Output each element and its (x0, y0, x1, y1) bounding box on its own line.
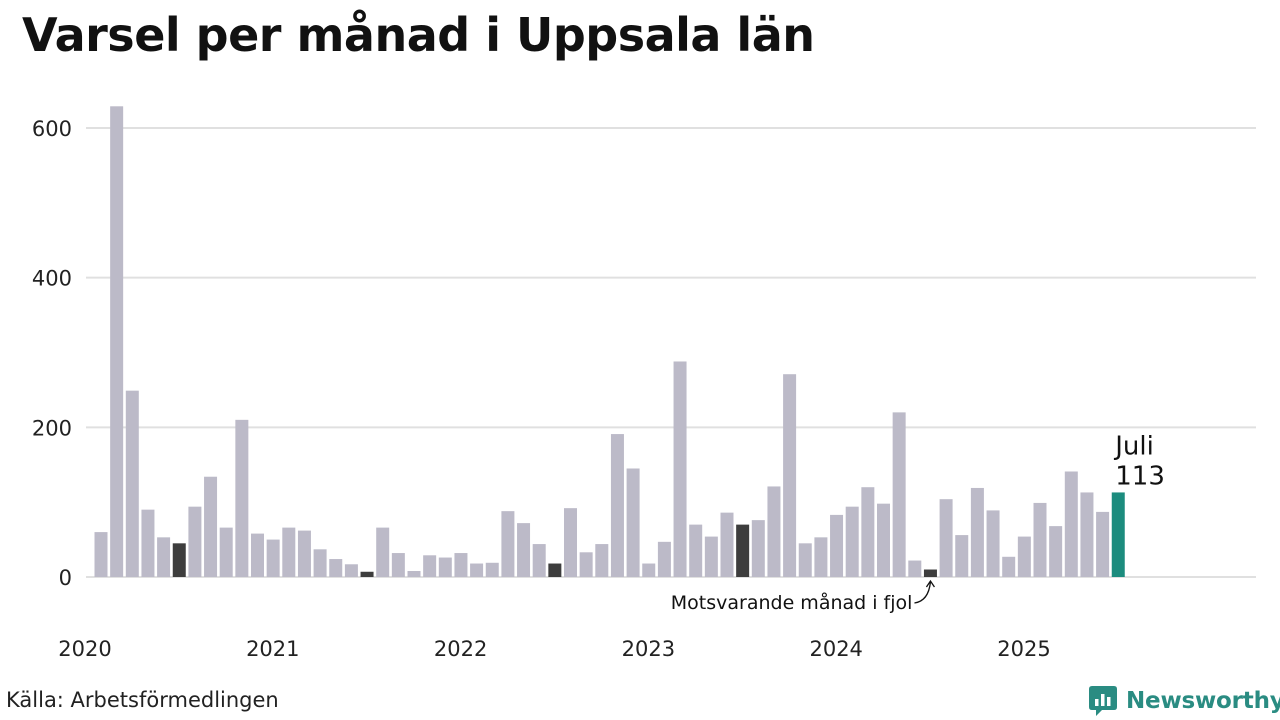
current-month-label: Juli (1113, 431, 1154, 461)
bar (1033, 502, 1047, 577)
x-tick-label: 2022 (434, 637, 487, 661)
current-value-label: 113 (1115, 461, 1165, 491)
bar (751, 520, 765, 577)
bar (798, 543, 812, 577)
bar (861, 487, 875, 577)
bar (767, 486, 781, 577)
bar (1064, 471, 1078, 578)
bar (501, 511, 515, 577)
bar-chart: 0 200 400 600 2020 2021 2022 2023 2024 2025 Juli… (32, 106, 1256, 661)
bar (704, 536, 718, 577)
bar (235, 419, 249, 577)
bar (908, 560, 922, 577)
bar (673, 361, 687, 577)
newsworthy-logo-icon (1089, 686, 1117, 716)
bar-previous-year (736, 524, 750, 577)
bars (94, 106, 1125, 578)
bar (1049, 526, 1063, 577)
bar-previous-year (923, 569, 937, 577)
bar (266, 539, 280, 577)
bar (564, 508, 577, 577)
x-tick-label: 2021 (246, 637, 299, 661)
bar (157, 537, 171, 577)
bar (642, 563, 656, 577)
bar (219, 527, 233, 577)
bar (251, 533, 264, 577)
bar (689, 524, 703, 577)
bar (376, 527, 390, 577)
bar (454, 553, 468, 577)
bar (297, 530, 311, 577)
bar (720, 512, 734, 577)
bar (391, 553, 405, 577)
bar (423, 555, 437, 577)
bar (579, 552, 593, 577)
previous-year-note: Motsvarande månad i fjol (671, 591, 913, 614)
bar (329, 559, 343, 577)
bar (517, 523, 531, 577)
y-tick-label: 0 (59, 566, 72, 590)
bar (626, 468, 640, 577)
bar (407, 571, 421, 577)
previous-year-arrowhead (925, 579, 935, 588)
x-tick-label: 2023 (622, 637, 675, 661)
x-tick-label: 2025 (997, 637, 1050, 661)
brand-name: Newsworthy (1126, 688, 1280, 714)
y-tick-label: 400 (32, 267, 72, 291)
bar (141, 509, 155, 577)
bar-previous-year (548, 563, 562, 577)
bar (1017, 536, 1031, 577)
bar (1002, 556, 1016, 577)
x-axis-ticks: 2020 2021 2022 2023 2024 2025 (58, 637, 1050, 661)
bar (188, 506, 202, 577)
bar (1096, 511, 1110, 577)
previous-year-arrow (914, 581, 932, 604)
bar (125, 390, 139, 577)
bar (485, 562, 499, 577)
bar (1080, 492, 1094, 577)
bar (110, 106, 124, 578)
bar (94, 532, 108, 577)
source-note: Källa: Arbetsförmedlingen (6, 688, 279, 712)
bar (204, 476, 218, 577)
bar-previous-year (172, 543, 186, 577)
chart-title: Varsel per månad i Uppsala län (22, 8, 815, 62)
bar (532, 544, 546, 577)
bar (814, 537, 828, 577)
bar (783, 374, 797, 577)
bar (595, 544, 609, 577)
bar (845, 506, 859, 577)
x-tick-label: 2020 (58, 637, 111, 661)
bar (970, 487, 984, 577)
bar-current-month (1111, 492, 1125, 577)
bar (657, 541, 671, 577)
y-tick-label: 200 (32, 416, 72, 440)
bar (830, 514, 844, 577)
bar (470, 563, 484, 577)
x-tick-label: 2024 (809, 637, 862, 661)
bar (986, 510, 1000, 577)
bar (877, 503, 890, 577)
y-axis-ticks: 0 200 400 600 (32, 117, 72, 590)
bar (610, 434, 624, 577)
newsworthy-logo: Newsworthy (1088, 684, 1280, 718)
bar (282, 527, 296, 577)
bar (313, 549, 327, 577)
bar (892, 412, 906, 577)
bar (344, 564, 358, 577)
y-tick-label: 600 (32, 117, 72, 141)
bar (438, 557, 452, 577)
bar (939, 499, 953, 577)
bar-previous-year (360, 571, 374, 577)
bar (955, 535, 969, 577)
